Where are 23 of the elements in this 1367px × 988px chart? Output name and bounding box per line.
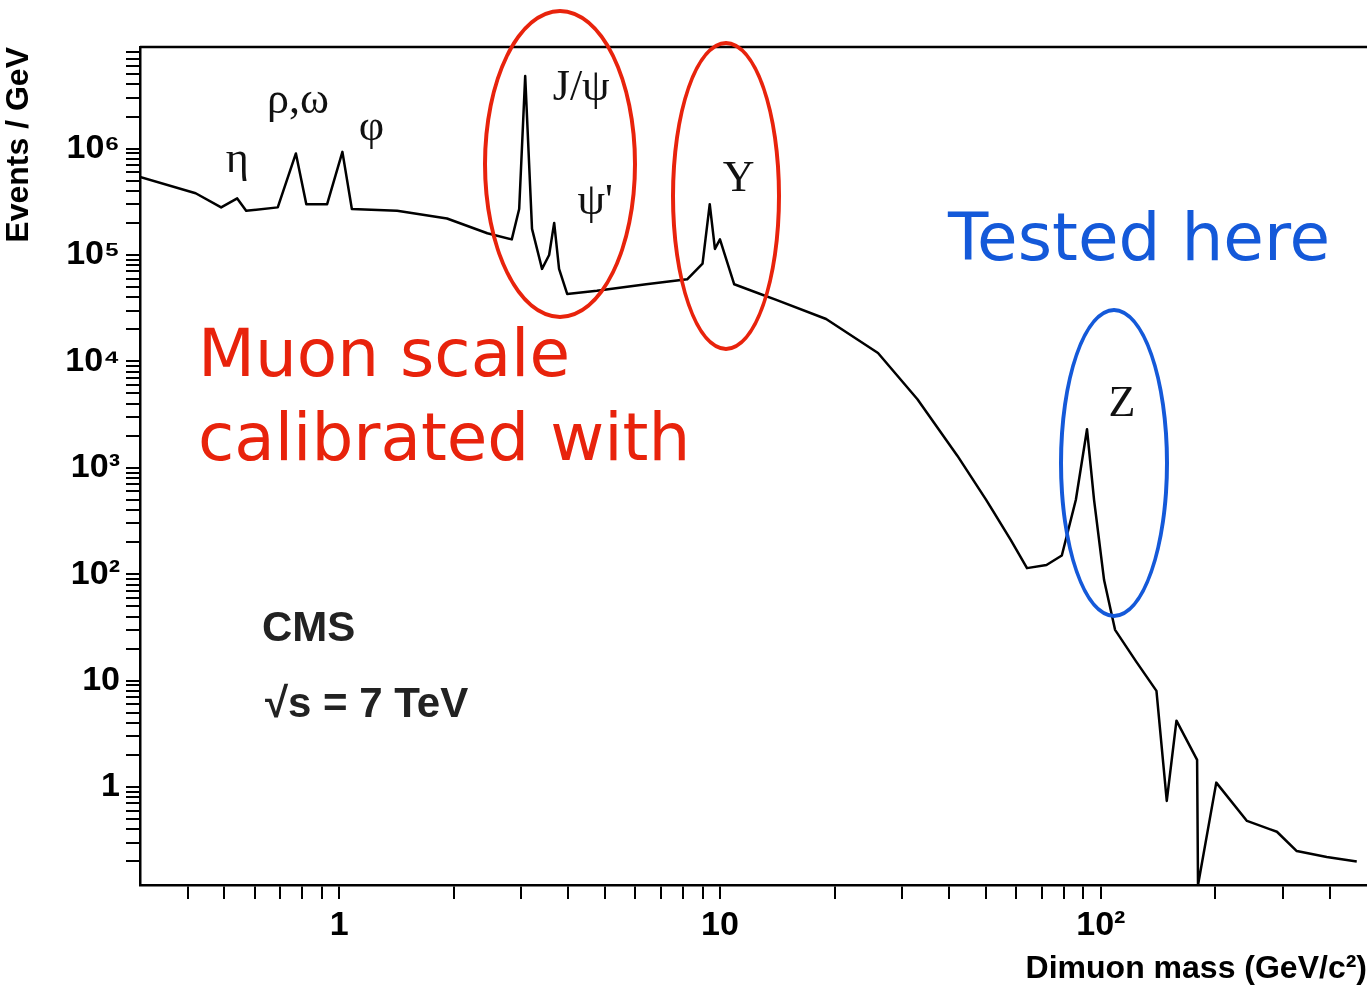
annotation: Tested here [948, 198, 1331, 278]
y-tick-label: 1 [101, 765, 120, 804]
y-tick-label: 10⁵ [66, 233, 120, 272]
x-axis-title: Dimuon mass (GeV/c²) [1025, 948, 1367, 985]
y-tick-label: 10⁴ [65, 339, 120, 378]
annotation: CMS [262, 602, 356, 652]
annotation: ψ' [577, 175, 613, 225]
annotation: η [225, 132, 249, 182]
annotation: Υ [722, 151, 755, 201]
annotation: φ [358, 101, 385, 151]
annotation: √s = 7 TeV [265, 678, 469, 728]
y-tick-label: 10 [82, 658, 120, 697]
y-tick-label: 10³ [70, 446, 120, 485]
annotation: Muon scale calibrated with [198, 314, 692, 479]
x-tick-label: 10² [1076, 903, 1126, 942]
x-tick-label: 10 [701, 903, 739, 942]
annotation: J/ψ [552, 60, 610, 110]
y-tick-label: 10⁶ [66, 126, 120, 165]
y-axis-title: Events / GeV [0, 46, 36, 243]
annotation: ρ,ω [266, 73, 329, 123]
x-tick-label: 1 [329, 903, 349, 942]
y-tick-label: 10² [70, 552, 120, 591]
annotation: Z [1108, 376, 1136, 426]
